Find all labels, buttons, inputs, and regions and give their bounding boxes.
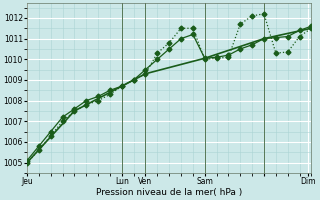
X-axis label: Pression niveau de la mer( hPa ): Pression niveau de la mer( hPa ) <box>96 188 242 197</box>
